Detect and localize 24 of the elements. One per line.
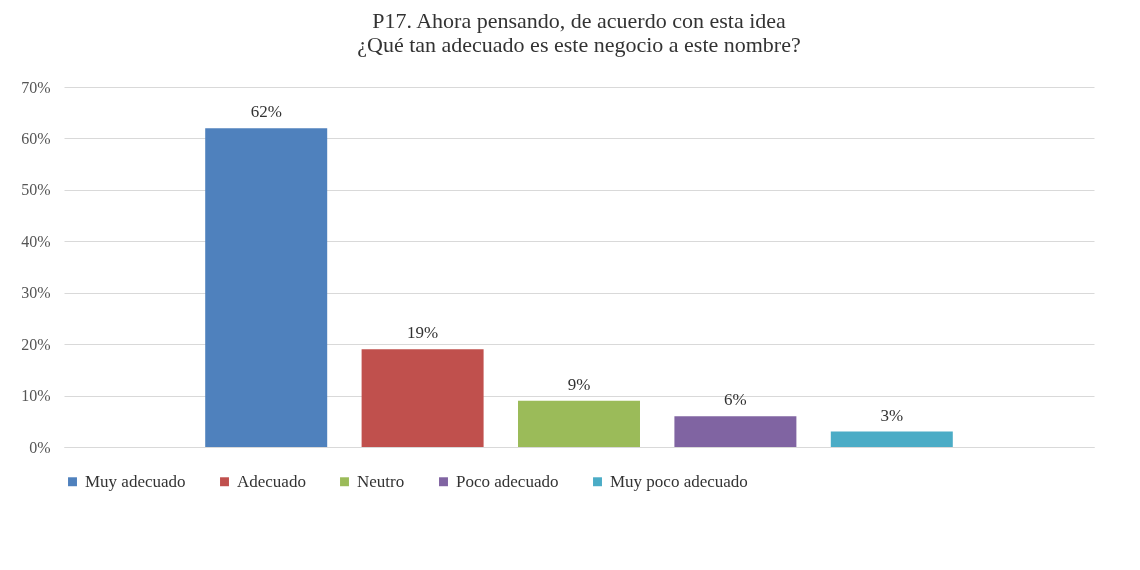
data-label: 62%	[250, 102, 282, 122]
y-tick-label: 20%	[21, 335, 51, 353]
y-tick-label: 30%	[21, 284, 51, 302]
data-label: 9%	[567, 374, 591, 394]
data-label: 19%	[407, 323, 439, 343]
bar	[518, 400, 640, 447]
legend-label: Adecuado	[237, 471, 306, 491]
y-tick-label: 10%	[21, 387, 51, 405]
y-tick-label: 60%	[21, 129, 51, 147]
bar	[361, 349, 484, 447]
data-label: 3%	[880, 405, 904, 425]
y-tick-label: 70%	[21, 78, 51, 96]
legend-label: Poco adecuado	[456, 471, 559, 491]
bar	[674, 416, 797, 447]
legend-label: Muy adecuado	[85, 471, 186, 491]
y-tick-label: 50%	[21, 181, 51, 199]
legend-label: Muy poco adecuado	[610, 471, 748, 491]
data-label: 6%	[724, 390, 747, 410]
chart-title: P17. Ahora pensando, de acuerdo con esta idea ¿Qué tan adecuado es este negocio a este nombre?	[357, 8, 801, 57]
y-tick-label: 40%	[21, 232, 51, 250]
bar	[205, 128, 328, 447]
y-tick-label: 0%	[29, 438, 51, 456]
bar	[830, 431, 953, 447]
legend-label: Neutro	[357, 471, 405, 491]
